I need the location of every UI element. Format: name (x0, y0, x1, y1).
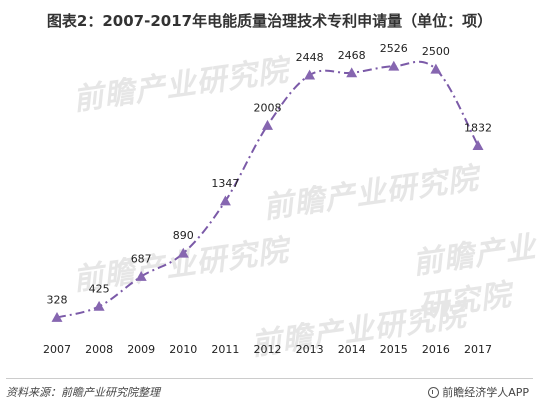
data-point-marker (304, 69, 316, 80)
series-line (56, 60, 479, 319)
data-label: 425 (89, 282, 110, 295)
data-label: 1347 (211, 177, 239, 190)
x-tick-label: 2016 (422, 343, 450, 356)
brand-logo-icon (428, 386, 440, 398)
x-tick-label: 2014 (338, 343, 366, 356)
x-tick-label: 2017 (464, 343, 492, 356)
data-point-marker (177, 247, 189, 258)
brand-credit: 前瞻经济学人APP (428, 384, 529, 400)
data-label: 2468 (338, 49, 366, 62)
x-tick-label: 2010 (169, 343, 197, 356)
x-tick-label: 2008 (85, 343, 113, 356)
data-point-marker (135, 270, 147, 281)
data-point-marker (346, 67, 358, 78)
data-label: 2008 (254, 101, 282, 114)
x-tick-label: 2013 (296, 343, 324, 356)
data-point-marker (430, 63, 442, 74)
data-label: 2448 (296, 51, 324, 64)
data-point-marker (219, 195, 231, 206)
data-label: 890 (173, 229, 194, 242)
x-tick-label: 2015 (380, 343, 408, 356)
data-point-marker (93, 300, 105, 311)
brand-name: 前瞻经济学人APP (442, 386, 529, 399)
data-point-marker (51, 311, 63, 322)
data-point-marker (388, 60, 400, 71)
data-label: 2500 (422, 45, 450, 58)
data-label: 328 (47, 293, 68, 306)
x-tick-label: 2011 (211, 343, 239, 356)
x-tick-label: 2012 (254, 343, 282, 356)
data-label: 1832 (464, 122, 492, 135)
data-label: 687 (131, 252, 152, 265)
data-point-marker (262, 119, 273, 130)
data-label: 2526 (380, 42, 408, 55)
x-tick-label: 2007 (43, 343, 71, 356)
footer-divider (6, 378, 533, 379)
source-note: 资料来源：前瞻产业研究院整理 (6, 386, 160, 399)
x-tick-label: 2009 (127, 343, 155, 356)
data-point-marker (472, 140, 484, 150)
chart-title: 图表2：2007-2017年电能质量治理技术专利申请量（单位：项） (46, 12, 493, 30)
